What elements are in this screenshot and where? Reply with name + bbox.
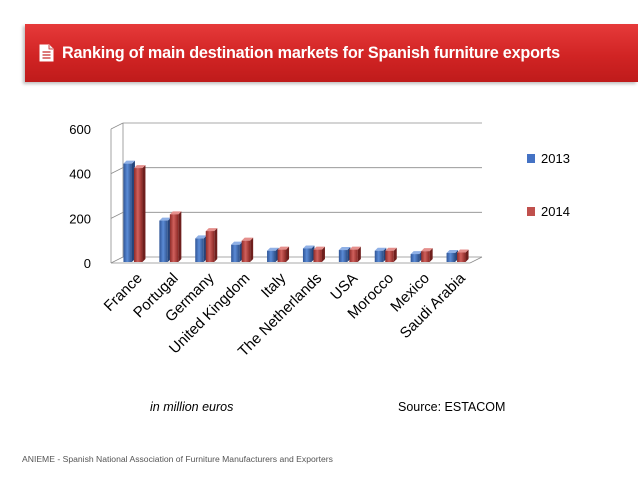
- legend-label-2013: 2013: [541, 151, 570, 166]
- bar-front: [410, 254, 420, 262]
- bar-side: [393, 247, 397, 262]
- bar-top: [410, 251, 423, 255]
- bar-2013-saudi-arabia: [446, 249, 459, 262]
- footer-credit: ANIEME - Spanish National Association of…: [22, 454, 333, 464]
- bar-top: [313, 246, 325, 250]
- gridline-side-400: [110, 167, 124, 175]
- bar-top: [123, 160, 135, 164]
- bar-side: [429, 248, 433, 262]
- bar-front: [457, 252, 466, 262]
- bar-top: [241, 237, 254, 241]
- legend-label-2014: 2014: [541, 204, 570, 219]
- bar-2014-morocco: [385, 247, 397, 262]
- bar-front: [421, 251, 430, 262]
- legend: 2013 2014: [527, 151, 570, 219]
- bar-side: [178, 211, 182, 262]
- bar-side: [357, 246, 361, 262]
- title-bar: Ranking of main destination markets for …: [25, 24, 638, 82]
- bar-top: [159, 217, 171, 221]
- bar-top: [277, 246, 290, 250]
- bar-front: [169, 214, 179, 262]
- bar-front: [385, 250, 394, 262]
- bar-front: [195, 238, 204, 262]
- bar-top: [446, 249, 459, 253]
- gridline-side-200: [110, 211, 124, 219]
- bar-side: [286, 246, 290, 262]
- bar-2013-italy: [267, 247, 279, 262]
- bar-2013-the-netherlands: [302, 245, 315, 262]
- bar-2014-germany: [205, 228, 218, 262]
- bar-2014-mexico: [421, 248, 433, 262]
- bar-front: [338, 250, 348, 262]
- bar-front: [374, 250, 384, 262]
- bar-front: [123, 163, 132, 262]
- bar-front: [267, 250, 276, 262]
- bar-top: [374, 247, 387, 251]
- gridline-side-600: [110, 122, 124, 130]
- bar-front: [277, 249, 287, 262]
- y-tick-label-0: 0: [84, 256, 91, 271]
- legend-swatch-2013: [527, 154, 535, 163]
- bar-top: [133, 165, 146, 169]
- bar-side: [250, 237, 254, 262]
- bar-2014-united-kingdom: [241, 237, 254, 262]
- document-icon: [39, 44, 54, 62]
- bar-2013-morocco: [374, 247, 387, 262]
- bar-front: [302, 248, 312, 262]
- bar-top: [338, 247, 351, 251]
- bar-front: [205, 231, 215, 262]
- units-note: in million euros: [150, 400, 234, 414]
- floor-right: [469, 256, 483, 264]
- bar-top: [302, 245, 315, 249]
- y-tick-label-600: 600: [69, 122, 91, 137]
- source-note: Source: ESTACOM: [398, 400, 506, 414]
- bar-2014-france: [133, 165, 146, 262]
- bar-front: [159, 220, 168, 262]
- bar-2013-mexico: [410, 251, 423, 262]
- bar-2014-usa: [349, 246, 361, 262]
- bar-top: [385, 247, 397, 251]
- bar-top: [169, 211, 182, 215]
- bar-top: [349, 246, 361, 250]
- y-tick-label-200: 200: [69, 211, 91, 226]
- bar-2014-the-netherlands: [313, 246, 325, 262]
- bar-2013-portugal: [159, 217, 171, 262]
- bar-top: [421, 248, 433, 252]
- legend-swatch-2014: [527, 207, 535, 216]
- bar-2013-germany: [195, 235, 207, 262]
- bars: [123, 160, 469, 262]
- axes: [110, 123, 483, 264]
- bar-top: [231, 241, 243, 245]
- bar-top: [205, 228, 218, 232]
- bar-2013-usa: [338, 247, 351, 262]
- gridline-side-0: [110, 256, 124, 264]
- bar-front: [349, 249, 358, 262]
- bar-top: [267, 247, 279, 251]
- chart-title: Ranking of main destination markets for …: [62, 43, 560, 62]
- bar-2013-france: [123, 160, 135, 262]
- bar-side: [214, 228, 218, 262]
- bar-front: [231, 244, 240, 262]
- bar-side: [321, 246, 325, 262]
- x-tick-label-italy: Italy: [258, 269, 290, 301]
- bar-side: [465, 249, 469, 262]
- bar-front: [313, 249, 322, 262]
- bar-2013-united-kingdom: [231, 241, 243, 262]
- bar-side: [142, 165, 146, 262]
- bar-front: [133, 168, 143, 262]
- bar-2014-italy: [277, 246, 290, 262]
- bar-top: [457, 249, 469, 253]
- bar-top: [195, 235, 207, 239]
- y-tick-label-400: 400: [69, 167, 91, 182]
- bar-front: [446, 252, 456, 262]
- bar-2014-portugal: [169, 211, 182, 262]
- bar-front: [241, 240, 251, 262]
- bar-2014-saudi-arabia: [457, 249, 469, 262]
